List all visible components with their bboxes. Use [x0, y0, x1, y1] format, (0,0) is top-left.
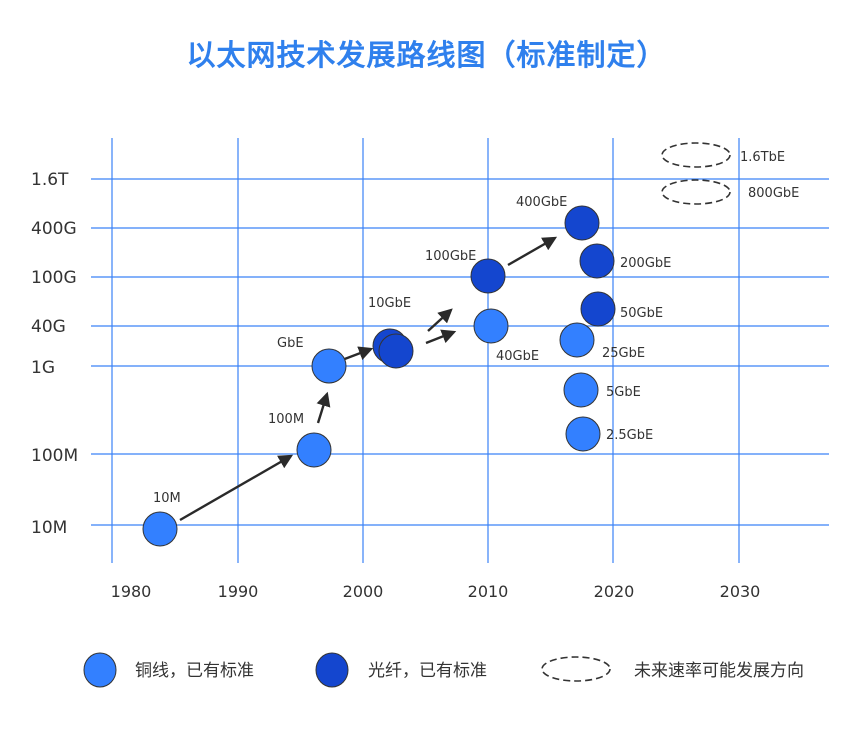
- point-1.6tbe: [661, 142, 731, 168]
- point-100gbe: [470, 258, 506, 294]
- point-40gbe: [473, 308, 509, 344]
- x-tick-label: 2030: [720, 582, 761, 601]
- legend: 铜线，已有标准 光纤，已有标准 未来速率可能发展方向: [83, 652, 804, 688]
- point-label: 10M: [153, 491, 181, 506]
- legend-fiber-icon: [315, 652, 349, 688]
- x-tick-label: 1980: [111, 582, 152, 601]
- y-tick-label: 1G: [31, 358, 55, 378]
- point-400gbe: [564, 205, 600, 241]
- x-tick-label: 2020: [594, 582, 635, 601]
- y-tick-label: 1.6T: [31, 170, 69, 190]
- point-label: 400GbE: [516, 195, 567, 210]
- point-label: 200GbE: [620, 256, 671, 271]
- arrow-gbe-to-10gbe: [341, 346, 374, 362]
- point-50gbe: [580, 291, 616, 327]
- arrow-100m-to-gbe: [316, 391, 331, 424]
- legend-copper-label: 铜线，已有标准: [135, 661, 254, 681]
- arrow-10m-to-100m: [179, 454, 294, 522]
- point-label: 10GbE: [368, 296, 411, 311]
- point-10gbe-2: [378, 333, 414, 369]
- y-tick-label: 100M: [31, 446, 78, 466]
- point-label: 2.5GbE: [606, 428, 653, 443]
- point-100m: [296, 432, 332, 468]
- y-tick-label: 40G: [31, 317, 66, 337]
- point-label: 1.6TbE: [740, 150, 785, 165]
- page-title: 以太网技术发展路线图（标准制定）: [186, 38, 667, 72]
- arrow-100gbe-to-400gbe: [507, 236, 558, 267]
- x-tick-label: 2010: [468, 582, 509, 601]
- legend-future-icon: [541, 656, 611, 682]
- point-label: 100GbE: [425, 249, 476, 264]
- y-tick-label: 400G: [31, 219, 77, 239]
- point-label: 5GbE: [606, 385, 641, 400]
- point-200gbe: [579, 243, 615, 279]
- arrow-10gbe-to-100gbe: [427, 308, 453, 332]
- arrow-10gbe-to-40gbe: [425, 329, 457, 345]
- horizontal-gridlines: [91, 178, 829, 526]
- x-tick-label: 1990: [218, 582, 259, 601]
- legend-copper-icon: [83, 652, 117, 688]
- point-label: 100M: [268, 412, 304, 427]
- point-5gbe: [563, 372, 599, 408]
- point-2.5gbe: [565, 416, 601, 452]
- point-label: GbE: [277, 336, 304, 351]
- point-label: 25GbE: [602, 346, 645, 361]
- x-tick-label: 2000: [343, 582, 384, 601]
- point-label: 50GbE: [620, 306, 663, 321]
- y-tick-label: 10M: [31, 518, 67, 538]
- point-gbe: [311, 348, 347, 384]
- point-label: 800GbE: [748, 186, 799, 201]
- y-tick-label: 100G: [31, 268, 77, 288]
- legend-fiber-label: 光纤，已有标准: [368, 661, 487, 681]
- point-25gbe: [559, 322, 595, 358]
- point-label: 40GbE: [496, 349, 539, 364]
- legend-future-label: 未来速率可能发展方向: [634, 661, 804, 681]
- point-800gbe: [661, 179, 731, 205]
- point-10m: [142, 511, 178, 547]
